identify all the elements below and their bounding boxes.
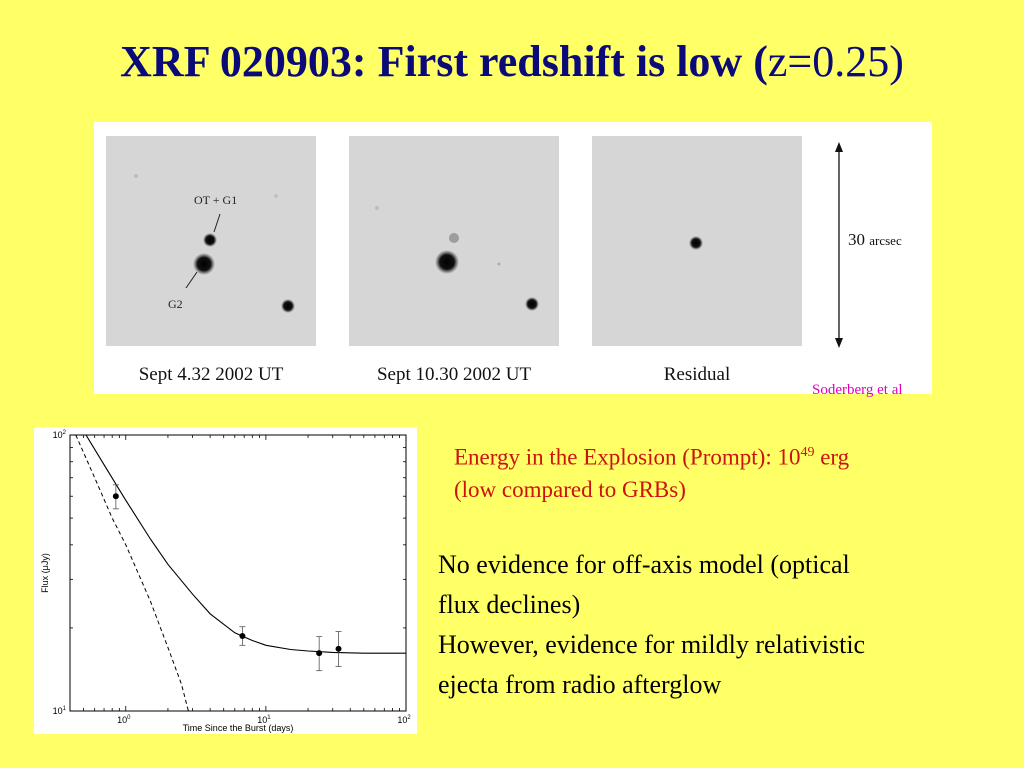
data-point <box>112 493 119 500</box>
residual-field <box>689 236 703 250</box>
image-residual <box>592 136 802 346</box>
data-point <box>239 632 246 639</box>
energy-exponent: 49 <box>800 445 815 460</box>
y-tick-label: 102 <box>53 430 67 440</box>
label-g2: G2 <box>168 297 183 311</box>
x-axis-label: Time Since the Burst (days) <box>183 723 294 733</box>
data-point <box>316 650 323 657</box>
x-tick-label: 101 <box>257 715 271 725</box>
notes-text: No evidence for off-axis model (optical … <box>438 550 866 699</box>
credit-text: Soderberg et al <box>812 382 903 398</box>
light-curve-chart: 100 101 102 101 102 Time Since the Burst (day… <box>34 427 417 734</box>
caption-sept-10: Sept 10.30 2002 UT <box>376 364 532 385</box>
slide-title: XRF 020903: First redshift is low (z=0.2… <box>120 37 904 86</box>
y-tick-label: 101 <box>53 706 67 716</box>
scale-bar-label: 30 arcsec <box>848 230 902 249</box>
image-sept-4 <box>106 136 316 346</box>
star-field-2 <box>375 206 539 311</box>
energy-text: Energy in the Explosion (Prompt): 1049 e… <box>454 444 850 502</box>
chart-svg: 100 101 102 101 102 Time Since the Burst (day… <box>40 430 411 733</box>
scale-bar-arrow <box>835 142 843 348</box>
x-tick-label: 102 <box>397 715 411 725</box>
caption-sept-4: Sept 4.32 2002 UT <box>138 364 284 385</box>
model-curve-dashed <box>75 435 189 711</box>
data-point <box>335 645 342 652</box>
observation-images: OT + G1 G2 Sept 4.32 2002 UT Sept 10.30 … <box>94 122 932 394</box>
y-axis-label: Flux (μJy) <box>40 553 50 593</box>
caption-residual: Residual <box>663 364 731 385</box>
plot-frame <box>69 434 407 712</box>
x-tick-label: 100 <box>117 715 131 725</box>
image-sept-10 <box>349 136 559 346</box>
redshift-value: z=0.25) <box>767 37 904 86</box>
label-ot-g1: OT + G1 <box>194 193 238 207</box>
star-field-1 <box>134 174 295 313</box>
model-curve-solid <box>85 435 406 654</box>
